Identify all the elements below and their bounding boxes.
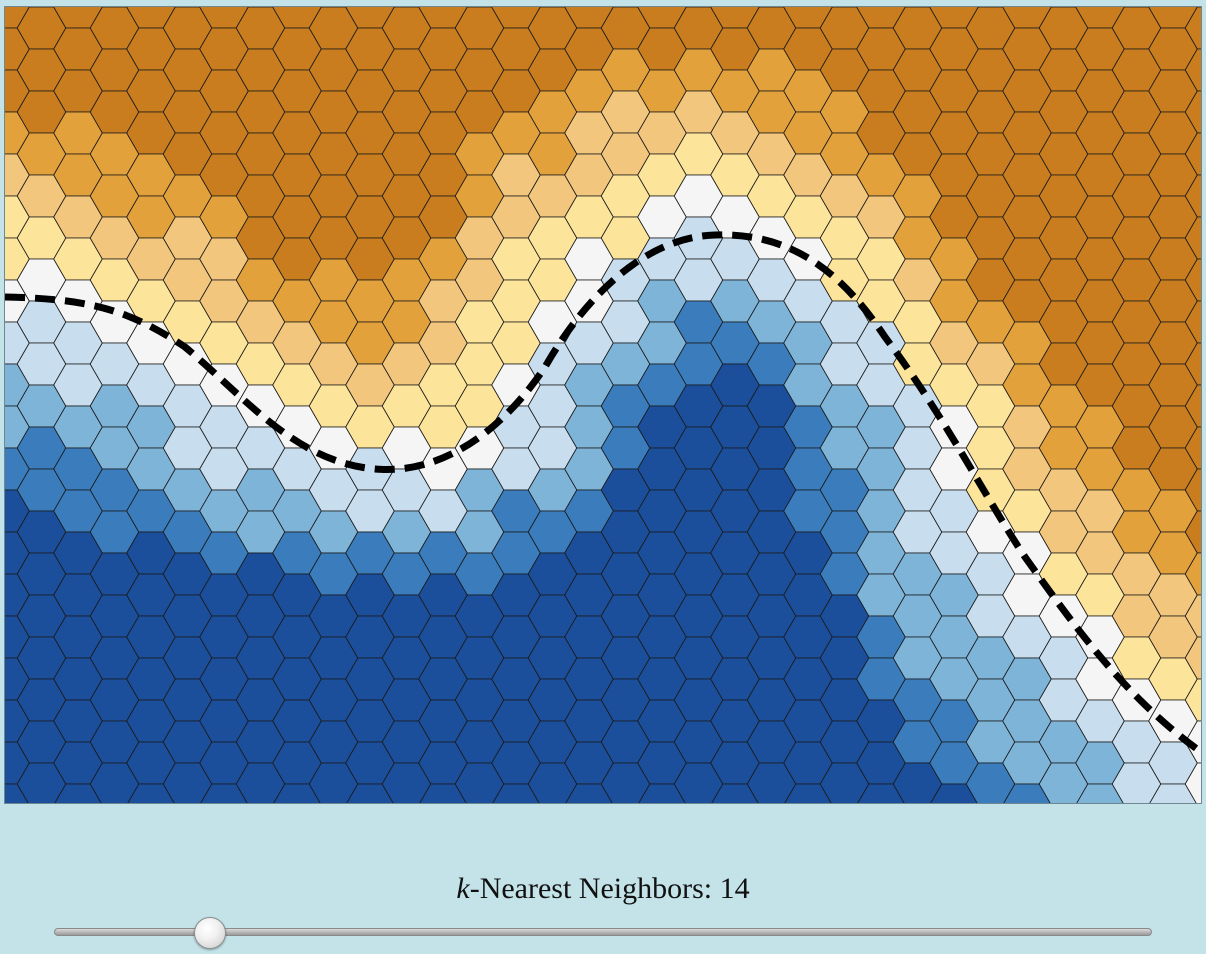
knn-label: k-Nearest Neighbors: 14: [0, 872, 1206, 906]
k-slider-track[interactable]: [54, 928, 1152, 936]
hex-cell: [1184, 174, 1201, 218]
hex-cell: [1184, 426, 1201, 470]
k-slider-thumb[interactable]: [194, 917, 227, 949]
hex-cell: [1184, 510, 1201, 554]
knn-value: 14: [719, 872, 750, 905]
hex-cell: [1184, 636, 1201, 680]
hex-cell: [1184, 300, 1201, 344]
hex-cell: [1184, 342, 1201, 386]
hex-cells: [5, 7, 1201, 803]
hex-cell: [1184, 468, 1201, 512]
hex-cell: [1184, 762, 1201, 803]
hex-cell: [1184, 48, 1201, 92]
hex-cell: [1184, 7, 1201, 50]
hex-cell: [1184, 132, 1201, 176]
k-symbol: k: [456, 872, 470, 905]
hex-cell: [1184, 384, 1201, 428]
knn-label-text: -Nearest Neighbors:: [469, 872, 720, 905]
hex-cell: [1184, 258, 1201, 302]
hex-cell: [1184, 90, 1201, 134]
hex-cell: [1184, 216, 1201, 260]
hex-cell: [1184, 552, 1201, 596]
hex-cell: [1184, 678, 1201, 722]
hex-grid: [5, 7, 1201, 803]
hex-cell: [1184, 594, 1201, 638]
knn-decision-map: [4, 6, 1202, 804]
decision-boundary: [5, 231, 1201, 755]
